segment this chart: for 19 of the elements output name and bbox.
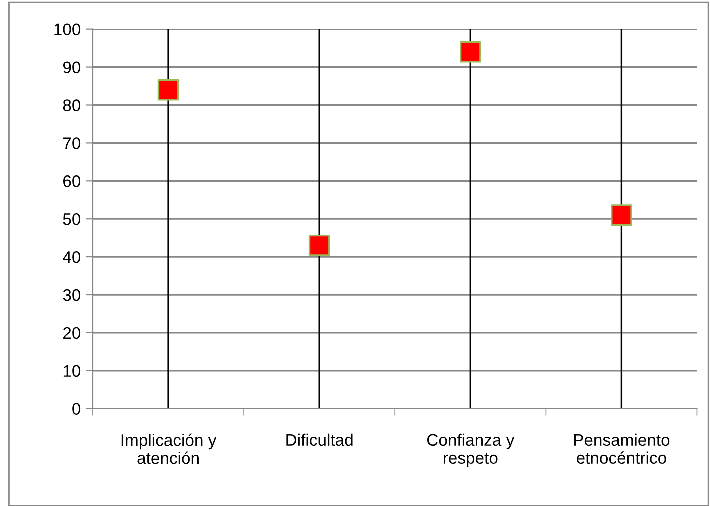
y-tick-label: 90 bbox=[63, 62, 81, 74]
y-tick-label: 20 bbox=[64, 327, 81, 340]
y-tick-label: 30 bbox=[63, 289, 81, 302]
y-tick-label: 10 bbox=[64, 365, 81, 378]
point bbox=[460, 41, 482, 63]
y-tick-label: 70 bbox=[64, 138, 81, 150]
y-tick-label: 100 bbox=[54, 24, 81, 36]
point bbox=[158, 79, 180, 101]
x-tick-label: Dificultad bbox=[286, 434, 353, 446]
point bbox=[308, 235, 330, 256]
y-tick-label: 60 bbox=[64, 176, 81, 188]
y-tick-label: 40 bbox=[63, 251, 81, 264]
y-tick-label: 50 bbox=[63, 214, 81, 226]
x-tick-label: Confianza y respeto bbox=[427, 434, 515, 468]
y-tick-label: 80 bbox=[63, 100, 81, 112]
y-tick-label: 0 bbox=[72, 403, 81, 416]
x-tick-label: Pensamiento etnocéntrico bbox=[574, 434, 670, 464]
point bbox=[611, 204, 632, 226]
x-tick-label: Implicación y atención bbox=[122, 434, 217, 464]
